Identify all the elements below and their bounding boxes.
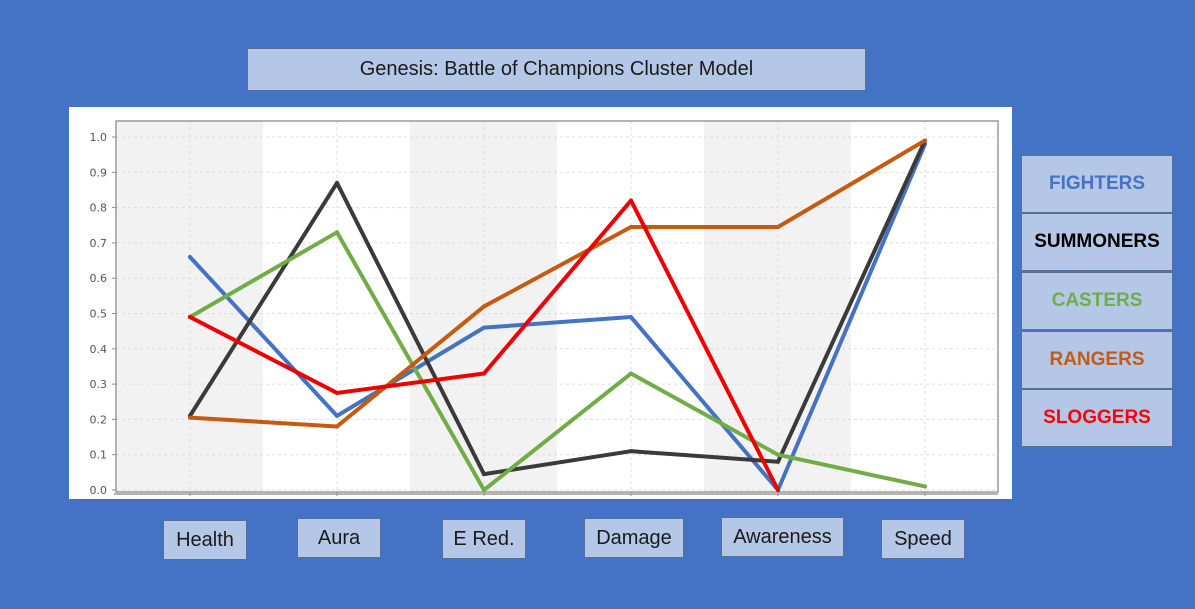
legend-item-casters: CASTERS [1021, 272, 1173, 330]
legend-item-fighters: FIGHTERS [1021, 155, 1173, 213]
data-point-casters [335, 230, 339, 235]
legend-item-rangers: RANGERS [1021, 331, 1173, 389]
data-point-sloggers [776, 488, 780, 492]
data-point-rangers [335, 424, 339, 429]
data-point-sloggers [482, 371, 486, 376]
data-point-summoners [629, 449, 633, 454]
y-tick-label: 0.5 [90, 308, 108, 321]
data-point-sloggers [629, 198, 633, 203]
data-point-summoners [335, 180, 339, 185]
y-tick-label: 1.0 [90, 131, 108, 144]
y-tick-label: 0.9 [90, 166, 108, 179]
data-point-sloggers [335, 390, 339, 395]
category-label-aura: Aura [297, 518, 381, 558]
data-point-sloggers [188, 315, 192, 320]
series-line-fighters [188, 142, 927, 492]
data-point-fighters [482, 325, 486, 330]
y-tick-label: 0.1 [90, 449, 108, 462]
series-line-rangers [188, 138, 927, 429]
series-line-summoners [188, 138, 927, 477]
data-point-rangers [482, 304, 486, 309]
series-line-casters [188, 230, 927, 492]
category-label-speed: Speed [881, 519, 965, 559]
data-point-fighters [629, 315, 633, 320]
data-point-rangers [923, 138, 927, 143]
y-tick-label: 0.2 [90, 413, 108, 426]
line-chart: 0.0 0.1 0.2 0.3 0.4 0.5 0.6 0.7 0.8 0.9 1.0 [90, 120, 999, 497]
data-point-fighters [335, 413, 339, 418]
data-point-casters [629, 371, 633, 376]
data-point-casters [776, 452, 780, 457]
chart-title: Genesis: Battle of Champions Cluster Mod… [247, 48, 866, 91]
data-point-rangers [188, 415, 192, 420]
data-point-casters [482, 488, 486, 492]
data-point-summoners [482, 472, 486, 477]
data-point-casters [923, 484, 927, 489]
plot-area: 0.0 0.1 0.2 0.3 0.4 0.5 0.6 0.7 0.8 0.9 1.0 [69, 107, 1012, 499]
y-tick-label: 0.8 [90, 202, 108, 215]
category-label-awareness: Awareness [721, 517, 844, 557]
y-tick-label: 0.6 [90, 272, 108, 285]
data-point-rangers [629, 225, 633, 230]
category-label-damage: Damage [584, 518, 684, 558]
legend-item-summoners: SUMMONERS [1021, 213, 1173, 271]
plot-frame [115, 120, 999, 493]
data-point-fighters [188, 255, 192, 260]
y-tick-label: 0.3 [90, 378, 108, 391]
y-tick-label: 0.7 [90, 237, 108, 250]
legend-item-sloggers: SLOGGERS [1021, 389, 1173, 447]
category-label-health: Health [163, 520, 247, 560]
data-point-summoners [776, 459, 780, 464]
data-point-rangers [776, 225, 780, 230]
y-tick-label: 0.0 [90, 484, 108, 497]
category-label-e-red: E Red. [442, 519, 526, 559]
y-tick-label: 0.4 [90, 343, 108, 356]
